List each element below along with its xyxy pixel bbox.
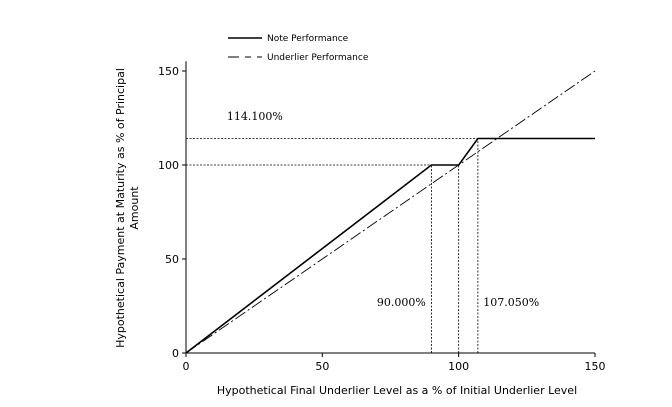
y-axis-title-line-2: Amount (128, 186, 141, 230)
y-tick-label: 100 (158, 159, 179, 172)
x-tick-label: 100 (448, 360, 469, 373)
ticks: 0 50 100 150 0 50 100 150 (158, 65, 606, 373)
annotation-label: 114.100% (227, 110, 283, 123)
y-tick-label: 0 (172, 347, 179, 360)
series-lines (185, 70, 596, 354)
annotation-label: 90.000% (377, 296, 426, 309)
x-tick-label: 50 (315, 360, 329, 373)
legend: Note Performance Underlier Performance (228, 34, 369, 63)
legend-label: Note Performance (267, 34, 349, 44)
y-axis-title-line-1: Hypothetical Payment at Maturity as % of… (114, 68, 127, 348)
axes (185, 61, 595, 354)
y-tick-label: 50 (165, 253, 179, 266)
series-line-2 (185, 70, 596, 354)
annotation-label: 107.050% (483, 296, 539, 309)
y-tick-label: 150 (158, 65, 179, 78)
x-tick-label: 150 (585, 360, 606, 373)
series-line-1 (185, 137, 595, 354)
x-axis-title: Hypothetical Final Underlier Level as a … (217, 384, 577, 397)
x-tick-label: 0 (183, 360, 190, 373)
reference-lines (186, 138, 479, 353)
annotations: 114.100% 90.000% 107.050% (227, 110, 539, 309)
legend-label: Underlier Performance (267, 53, 369, 63)
